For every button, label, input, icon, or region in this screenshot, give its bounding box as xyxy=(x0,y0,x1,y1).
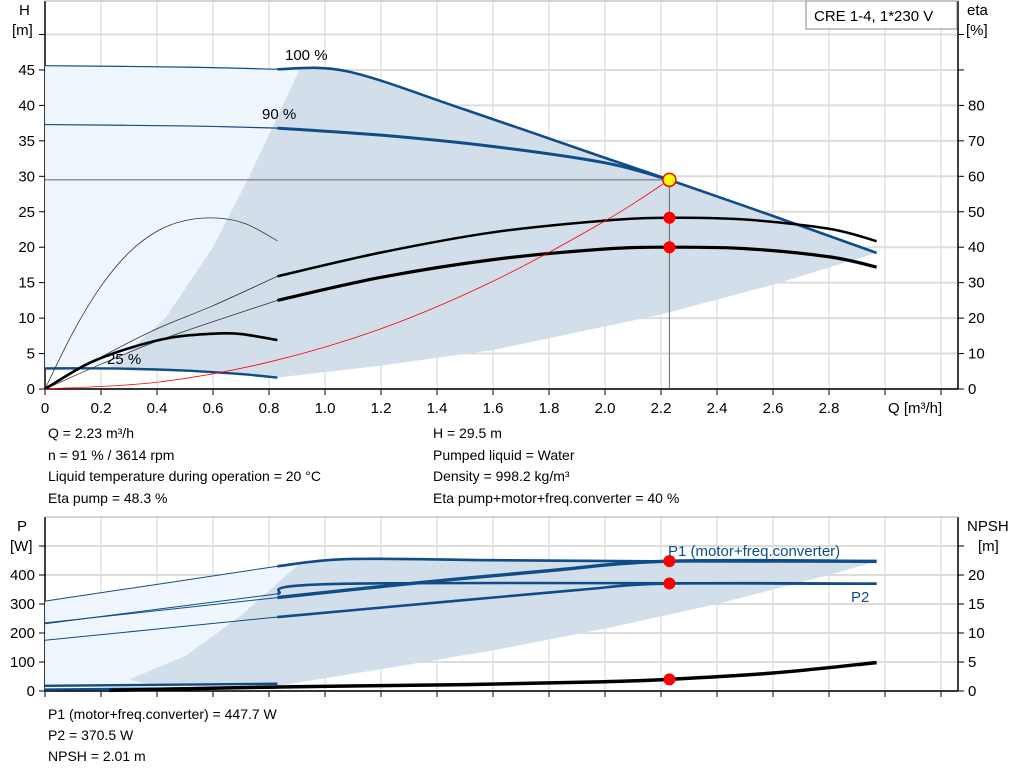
info-h: H = 29.5 m xyxy=(433,425,502,441)
head-y-right-tick-label: 0 xyxy=(968,381,976,398)
label-p2: P2 xyxy=(851,589,869,606)
info-q: Q = 2.23 m³/h xyxy=(48,425,134,441)
head-x-tick-label: 1.4 xyxy=(427,400,448,417)
marker-npsh xyxy=(663,673,676,686)
head-y-tick-label: 5 xyxy=(27,346,35,363)
power-y-tick-label: 200 xyxy=(10,625,35,642)
head-x-tick-label: 0 xyxy=(41,400,49,417)
power-y-right-tick-label: 5 xyxy=(968,654,976,671)
curve-P1_25-extended xyxy=(44,682,278,687)
info-p2: P2 = 370.5 W xyxy=(48,727,134,743)
curve-H_90-extended xyxy=(44,123,278,129)
power-region-dark xyxy=(129,559,877,686)
y-label-p: P xyxy=(17,518,27,535)
curve-H_25 xyxy=(44,367,278,379)
info-p1: P1 (motor+freq.converter) = 447.7 W xyxy=(48,706,277,722)
head-y-tick-label: 0 xyxy=(27,381,35,398)
curve-eta_total_100 xyxy=(277,245,877,302)
y-label-npsh: NPSH xyxy=(967,518,1009,535)
marker-p2 xyxy=(663,577,676,590)
head-x-tick-label: 1.2 xyxy=(371,400,392,417)
head-y-tick-label: 20 xyxy=(18,239,35,256)
y-label-eta-unit: [%] xyxy=(966,22,988,39)
power-y-right-tick-label: 10 xyxy=(968,625,985,642)
head-x-tick-label: 2.4 xyxy=(707,400,728,417)
info-liquid: Pumped liquid = Water xyxy=(433,447,575,463)
head-x-tick-label: 2.2 xyxy=(651,400,672,417)
head-y-tick-label: 45 xyxy=(18,62,35,79)
head-x-tick-label: 1.0 xyxy=(315,400,336,417)
curve-P1_90 xyxy=(277,558,877,600)
curve-system xyxy=(44,179,670,390)
power-y-tick-label: 0 xyxy=(27,683,35,700)
curve-eta_pump_100 xyxy=(277,216,877,278)
head-y-right-tick-label: 80 xyxy=(968,97,985,114)
head-y-right-tick-label: 20 xyxy=(968,310,985,327)
head-x-tick-label: 0.4 xyxy=(147,400,168,417)
info-speed: n = 91 % / 3614 rpm xyxy=(48,447,175,463)
power-y-tick-label: 300 xyxy=(10,596,35,613)
head-x-tick-label: 2.6 xyxy=(763,400,784,417)
head-y-tick-label: 10 xyxy=(18,310,35,327)
power-y-right-tick-label: 20 xyxy=(968,567,985,584)
curve-P1_100-extended xyxy=(44,565,278,602)
head-y-right-tick-label: 50 xyxy=(968,204,985,221)
curve-H_90 xyxy=(277,126,670,182)
label-p1: P1 (motor+freq.converter) xyxy=(668,543,840,560)
info-eta-total: Eta pump+motor+freq.converter = 40 % xyxy=(433,490,680,506)
head-x-tick-label: 2.8 xyxy=(819,400,840,417)
curve-P2_100-extended xyxy=(44,593,278,625)
curve-eta_pump_25 xyxy=(44,217,278,390)
x-label-q: Q [m³/h] xyxy=(888,400,942,417)
head-y-tick-label: 25 xyxy=(18,204,35,221)
head-x-tick-label: 0.6 xyxy=(203,400,224,417)
info-npsh: NPSH = 2.01 m xyxy=(48,748,146,764)
power-chart: 0 100 200 300 400 0 5 10 15 20 xyxy=(10,516,985,700)
head-y-right-tick-label: 30 xyxy=(968,275,985,292)
curve-P2_90 xyxy=(277,581,877,619)
y-label-h: H xyxy=(19,2,30,19)
title-box xyxy=(805,0,958,30)
power-y-tick-label: 100 xyxy=(10,654,35,671)
marker-eta-total xyxy=(663,241,676,254)
head-y-right-tick-label: 70 xyxy=(968,133,985,150)
head-x-tick-label: 2.0 xyxy=(595,400,616,417)
head-x-tick-label: 1.6 xyxy=(483,400,504,417)
head-y-right-tick-label: 10 xyxy=(968,346,985,363)
marker-p1 xyxy=(663,555,676,568)
region-dark xyxy=(109,69,877,378)
y-label-eta: eta xyxy=(967,2,989,19)
head-y-tick-label: 30 xyxy=(18,168,35,185)
power-y-right-tick-label: 0 xyxy=(968,683,976,700)
y-label-p-unit: [W] xyxy=(10,538,33,555)
info-eta-pump: Eta pump = 48.3 % xyxy=(48,490,168,506)
label-90: 90 % xyxy=(262,106,296,123)
power-y-tick-label: 400 xyxy=(10,567,35,584)
label-25: 25 % xyxy=(107,351,141,368)
info-temperature: Liquid temperature during operation = 20… xyxy=(48,468,321,484)
y-label-h-unit: [m] xyxy=(12,22,33,39)
head-x-tick-label: 0.2 xyxy=(91,400,112,417)
curve-H_100-extended xyxy=(44,65,278,70)
curve-P2_90-extended xyxy=(44,616,278,641)
label-100: 100 % xyxy=(285,47,328,64)
curve-npsh xyxy=(109,660,877,693)
y-label-npsh-unit: [m] xyxy=(978,538,999,555)
marker-eta-pump xyxy=(663,211,676,224)
head-y-tick-label: 40 xyxy=(18,97,35,114)
curve-eta_total_25 xyxy=(44,331,278,391)
head-chart: 0 5 10 15 20 25 30 35 40 45 0 10 20 30 40 50 60 70 80 0 0.2 0… xyxy=(18,0,985,417)
head-x-tick-label: 1.8 xyxy=(539,400,560,417)
curve-H_100 xyxy=(277,66,878,255)
info-density: Density = 998.2 kg/m³ xyxy=(433,468,570,484)
head-x-tick-label: 0.8 xyxy=(259,400,280,417)
head-y-tick-label: 35 xyxy=(18,133,35,150)
head-y-right-tick-label: 40 xyxy=(968,239,985,256)
chart-title: CRE 1-4, 1*230 V xyxy=(814,8,933,25)
head-y-tick-label: 15 xyxy=(18,275,35,292)
head-y-right-tick-label: 60 xyxy=(968,168,985,185)
operating-point-marker xyxy=(662,172,677,188)
power-y-right-tick-label: 15 xyxy=(968,596,985,613)
